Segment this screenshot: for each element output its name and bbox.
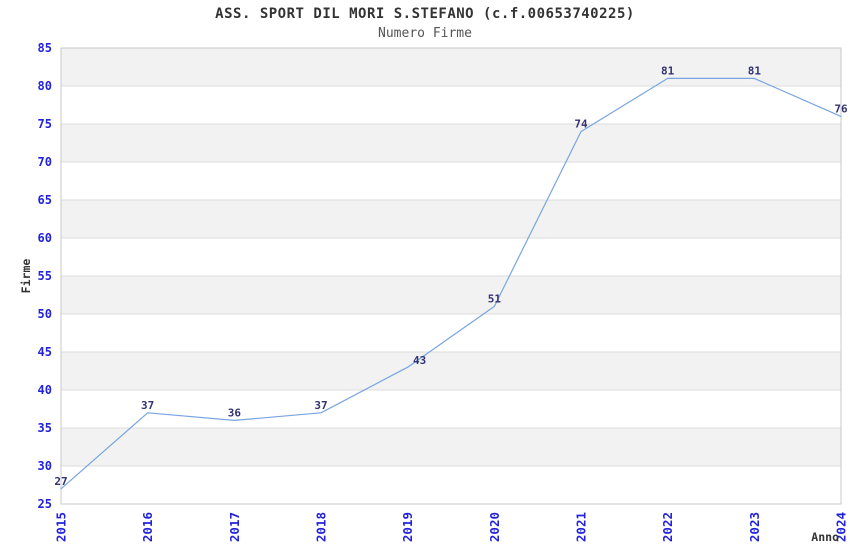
plot-band: [61, 428, 841, 466]
point-label: 37: [141, 399, 154, 412]
x-tick-label: 2018: [314, 512, 329, 542]
chart-subtitle: Numero Firme: [378, 26, 472, 41]
plot-band: [61, 86, 841, 124]
point-label: 27: [54, 475, 67, 488]
y-axis-title: Firme: [19, 259, 33, 294]
y-tick-label: 85: [38, 41, 52, 55]
y-tick-label: 65: [38, 193, 52, 207]
plot-band: [61, 390, 841, 428]
point-label: 81: [661, 64, 675, 77]
y-tick-label: 80: [38, 79, 52, 93]
plot-band: [61, 352, 841, 390]
x-tick-label: 2016: [140, 512, 155, 542]
plot-border: [60, 47, 842, 505]
plot-band: [61, 238, 841, 276]
y-tick-label: 45: [38, 345, 52, 359]
plot-band: [61, 466, 841, 504]
plot-band: [61, 276, 841, 314]
point-label: 51: [488, 292, 502, 305]
plot-band: [61, 200, 841, 238]
y-tick-label: 75: [38, 117, 52, 131]
y-tick-label: 30: [38, 459, 52, 473]
x-tick-label: 2022: [660, 512, 675, 542]
x-axis-title: Anno: [811, 530, 839, 544]
plot-band: [61, 124, 841, 162]
y-tick-label: 70: [38, 155, 52, 169]
x-tick-label: 2024: [834, 512, 849, 542]
x-tick-label: 2021: [574, 512, 589, 542]
x-tick-label: 2020: [487, 512, 502, 542]
x-tick-label: 2015: [54, 512, 69, 542]
y-tick-label: 60: [38, 231, 52, 245]
point-label: 74: [574, 118, 588, 131]
plot-band: [61, 314, 841, 352]
y-tick-label: 25: [38, 497, 52, 511]
y-tick-label: 40: [38, 383, 52, 397]
x-tick-label: 2017: [227, 512, 242, 542]
x-tick-label: 2019: [400, 512, 415, 542]
point-label: 76: [834, 102, 848, 115]
point-label: 37: [314, 399, 327, 412]
y-tick-label: 50: [38, 307, 52, 321]
y-tick-label: 55: [38, 269, 52, 283]
plot-band: [61, 162, 841, 200]
plot-band: [61, 48, 841, 86]
x-tick-label: 2023: [747, 512, 762, 542]
y-tick-label: 35: [38, 421, 52, 435]
chart-title: ASS. SPORT DIL MORI S.STEFANO (c.f.00653…: [215, 6, 635, 22]
point-label: 43: [413, 354, 426, 367]
point-label: 81: [748, 64, 762, 77]
point-label: 36: [228, 406, 242, 419]
series-line: [60, 77, 842, 490]
